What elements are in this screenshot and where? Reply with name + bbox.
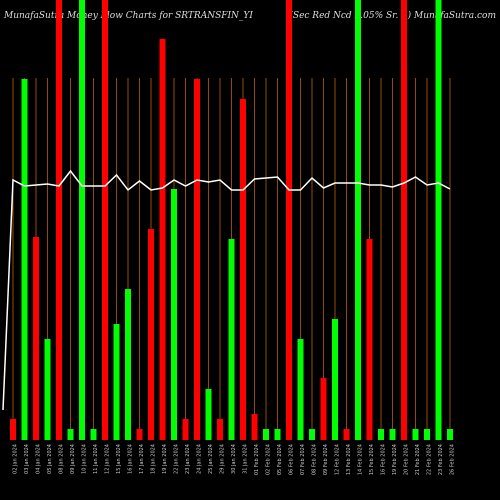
x-tick-label: 05 Feb 2024 <box>277 444 283 475</box>
x-tick-label: 08 Jan 2024 <box>59 444 65 474</box>
x-tick-label: 26 Feb 2024 <box>450 444 456 475</box>
x-tick-label: 16 Jan 2024 <box>128 444 134 474</box>
bar <box>33 237 39 440</box>
bar <box>205 389 212 440</box>
x-tick-label: 22 Feb 2024 <box>427 444 433 475</box>
x-tick-label: 23 Jan 2024 <box>185 444 191 474</box>
x-tick-label: 29 Jan 2024 <box>220 444 226 474</box>
x-tick-label: 17 Jan 2024 <box>139 444 145 474</box>
bar <box>171 189 177 440</box>
bar <box>389 429 396 440</box>
x-tick-label: 08 Feb 2024 <box>312 444 318 475</box>
bar <box>251 414 258 440</box>
bar <box>332 319 338 440</box>
x-tick-label: 04 Jan 2024 <box>36 444 42 474</box>
bar <box>113 324 120 440</box>
x-tick-label: 09 Jan 2024 <box>70 444 76 474</box>
bar <box>67 429 74 440</box>
bar <box>435 0 442 440</box>
chart-subtitle: (Sec Red Ncd 9.05% Sr. Ii) MunafaSutra.c… <box>289 10 496 21</box>
money-flow-line <box>2 169 451 411</box>
bar <box>182 419 189 440</box>
bar <box>159 39 166 440</box>
bar <box>56 0 62 440</box>
x-tick-label: 03 Jan 2024 <box>24 444 30 474</box>
x-tick-label: 19 Jan 2024 <box>162 444 168 474</box>
x-tick-label: 25 Jan 2024 <box>208 444 214 474</box>
x-tick-label: 02 Jan 2024 <box>13 444 19 474</box>
x-tick-label: 06 Feb 2024 <box>289 444 295 475</box>
bar <box>378 429 384 440</box>
bar <box>286 0 292 440</box>
bar <box>194 79 200 440</box>
bar <box>263 429 269 440</box>
x-tick-label: 10 Jan 2024 <box>82 444 88 474</box>
bar <box>228 239 235 440</box>
bar <box>79 0 85 440</box>
x-tick-label: 30 Jan 2024 <box>231 444 237 474</box>
x-tick-label: 12 Jan 2024 <box>105 444 111 474</box>
x-tick-label: 23 Feb 2024 <box>438 444 444 475</box>
bar <box>343 429 350 440</box>
bar <box>102 0 108 440</box>
x-tick-label: 31 Jan 2024 <box>243 444 249 474</box>
bar <box>366 239 373 440</box>
x-tick-label: 19 Feb 2024 <box>392 444 398 475</box>
x-tick-label: 14 Feb 2024 <box>358 444 364 475</box>
x-tick-label: 09 Feb 2024 <box>323 444 329 475</box>
x-tick-label: 11 Jan 2024 <box>93 444 99 474</box>
x-tick-label: 05 Jan 2024 <box>47 444 53 474</box>
bar <box>355 0 361 440</box>
x-tick-label: 15 Feb 2024 <box>369 444 375 475</box>
bar <box>21 79 28 440</box>
bar <box>44 339 51 440</box>
bar <box>274 429 281 440</box>
bar <box>10 419 16 440</box>
chart-title: MunafaSutra Money Flow Charts for SRTRAN… <box>3 11 253 21</box>
bar <box>309 429 315 440</box>
bar <box>240 99 246 440</box>
x-tick-label: 15 Jan 2024 <box>116 444 122 474</box>
bar <box>320 378 327 440</box>
bar <box>424 429 430 440</box>
bar <box>125 289 131 440</box>
bar <box>297 339 304 440</box>
x-tick-label: 02 Feb 2024 <box>266 444 272 475</box>
x-tick-label: 12 Feb 2024 <box>335 444 341 475</box>
x-tick-label: 16 Feb 2024 <box>381 444 387 475</box>
x-tick-label: 01 Feb 2024 <box>254 444 260 475</box>
x-tick-label: 20 Feb 2024 <box>404 444 410 475</box>
x-tick-label: 21 Feb 2024 <box>415 444 421 475</box>
bar <box>401 0 407 440</box>
bar <box>412 429 419 440</box>
bar <box>217 419 223 440</box>
x-tick-label: 07 Feb 2024 <box>300 444 306 475</box>
x-tick-label: 22 Jan 2024 <box>174 444 180 474</box>
x-tick-label: 24 Jan 2024 <box>197 444 203 474</box>
x-tick-label: 18 Jan 2024 <box>151 444 157 474</box>
bar <box>148 229 154 440</box>
bar <box>447 429 453 440</box>
x-tick-label: 13 Feb 2024 <box>346 444 352 475</box>
bar <box>136 429 143 440</box>
bar <box>90 429 97 440</box>
